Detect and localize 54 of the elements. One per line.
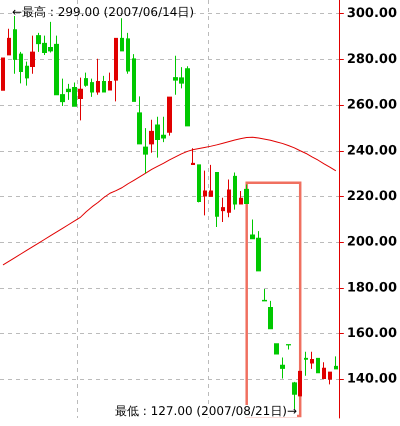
candlestick xyxy=(197,164,201,203)
candlestick xyxy=(132,54,136,102)
candlestick xyxy=(262,288,267,302)
candlestick xyxy=(280,356,285,379)
candlestick xyxy=(286,344,291,350)
candlestick xyxy=(126,32,130,74)
y-tick-label: 220.00 xyxy=(346,188,398,204)
candlestick xyxy=(322,362,326,379)
candlestick xyxy=(102,75,106,93)
candlestick xyxy=(233,172,237,210)
candlestick xyxy=(334,356,338,370)
candlestick xyxy=(268,300,273,330)
candlestick xyxy=(191,148,195,165)
candlestick xyxy=(13,15,17,74)
y-tick-label: 280.00 xyxy=(346,52,398,67)
candlestick xyxy=(215,172,219,228)
y-tick-label: 140.00 xyxy=(346,372,398,387)
y-tick-label: 260.00 xyxy=(346,98,398,113)
candlestick xyxy=(274,343,279,355)
line-series xyxy=(2,136,336,266)
candlestick xyxy=(316,358,320,374)
candlestick xyxy=(304,351,308,376)
candlestick xyxy=(227,179,231,218)
candlestick xyxy=(310,351,314,370)
y-tick-label: 180.00 xyxy=(346,280,398,296)
annotation: ←最高 : 299.00 (2007/06/14日) xyxy=(12,5,194,19)
candlestick xyxy=(108,72,112,90)
candlestick xyxy=(84,72,88,88)
candlestick xyxy=(114,38,118,102)
candlestick xyxy=(1,58,5,91)
candlestick xyxy=(203,170,207,216)
y-tick-label: 240.00 xyxy=(346,143,398,158)
candlestick xyxy=(244,184,249,204)
candlestick xyxy=(78,77,83,121)
annotation: 最低 : 127.00 (2007/08/21日)→ xyxy=(114,404,297,418)
y-tick-label: 200.00 xyxy=(346,234,398,250)
y-tick-label: 300.00 xyxy=(346,6,398,22)
candlestick xyxy=(30,35,35,74)
candlestick xyxy=(25,61,29,86)
candlestick xyxy=(96,58,100,96)
candlestick xyxy=(209,164,213,197)
candlestick xyxy=(143,128,148,174)
candlestick xyxy=(167,96,172,136)
candlestick xyxy=(239,190,243,204)
candlestick xyxy=(221,197,225,223)
candlestick xyxy=(149,119,154,154)
y-tick-label: 160.00 xyxy=(346,326,398,341)
candlestick xyxy=(19,51,23,84)
candlestick xyxy=(298,370,302,396)
candlestick xyxy=(7,28,11,56)
candlestick xyxy=(328,372,332,385)
candlestick xyxy=(120,18,124,52)
candlestick xyxy=(90,78,94,98)
candlestick xyxy=(137,96,142,144)
